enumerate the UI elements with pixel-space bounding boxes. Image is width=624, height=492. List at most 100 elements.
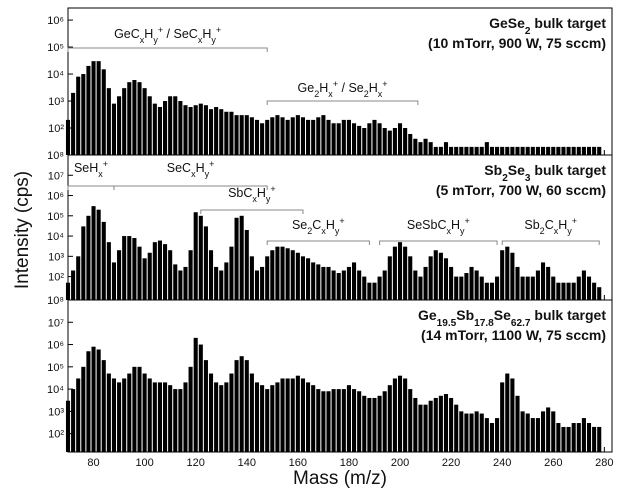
peak — [270, 117, 275, 155]
text-part: H — [451, 218, 460, 232]
peak — [163, 101, 168, 155]
peak — [265, 389, 270, 452]
peak — [362, 395, 367, 452]
bracket — [266, 240, 370, 245]
peak — [474, 270, 479, 300]
peak — [561, 426, 566, 452]
peak — [387, 130, 392, 155]
text-part: SeSbC — [407, 218, 447, 232]
text-part: x — [198, 35, 203, 45]
peak — [81, 226, 86, 300]
text-part: + — [209, 159, 214, 169]
peak — [168, 250, 173, 300]
peak — [469, 146, 474, 155]
x-axis-label: Mass (m/z) — [293, 468, 387, 489]
text-part: / Se — [338, 81, 364, 95]
peak — [275, 115, 280, 155]
peak — [188, 107, 193, 155]
peak — [106, 88, 111, 155]
text-part: x — [191, 169, 196, 179]
annotation: SeSbCxHy+ — [407, 216, 470, 236]
peak — [198, 344, 203, 452]
peak — [382, 128, 387, 155]
peak — [219, 270, 224, 300]
peak — [137, 82, 142, 155]
peak — [147, 96, 152, 155]
peak — [132, 238, 137, 300]
peak — [214, 382, 219, 452]
annotation: SbCxHy+ — [228, 184, 276, 204]
text-part: x — [378, 89, 383, 99]
peak — [234, 217, 239, 300]
peak — [178, 389, 183, 452]
text-part: / SeC — [163, 27, 198, 41]
text-part: x — [140, 35, 145, 45]
annotation: Se2CxHy+ — [292, 216, 345, 236]
peak — [285, 248, 290, 300]
peak — [106, 242, 111, 300]
peak — [260, 266, 265, 300]
text-part: H — [257, 186, 266, 200]
peak — [357, 125, 362, 155]
peak — [239, 215, 244, 300]
text-part: 62.7 — [511, 318, 531, 329]
peak — [352, 389, 357, 452]
text-part: 2 — [525, 26, 531, 37]
peak — [489, 282, 495, 300]
peak — [428, 142, 433, 155]
peak — [193, 337, 198, 452]
peak — [280, 246, 285, 300]
peak — [586, 146, 592, 155]
peak — [86, 215, 91, 300]
text-part: + — [103, 159, 108, 169]
y-tick-label: 10⁴ — [47, 231, 64, 243]
peak — [249, 117, 254, 155]
peak — [581, 418, 586, 452]
peak — [178, 270, 183, 300]
peak — [168, 385, 173, 452]
peak — [525, 276, 530, 300]
text-part: x — [252, 194, 257, 204]
peak — [397, 242, 403, 300]
peak — [418, 276, 423, 300]
x-tick-label: 140 — [238, 457, 256, 469]
peak — [449, 266, 454, 300]
peak — [540, 262, 546, 300]
peak — [229, 111, 234, 155]
peak — [193, 105, 198, 155]
peak — [76, 76, 81, 155]
peak — [423, 266, 428, 300]
text-part: y — [335, 226, 340, 236]
text-part: 17.8 — [474, 318, 494, 329]
y-tick-label: 10² — [48, 123, 64, 135]
peak — [76, 378, 81, 452]
peak — [208, 373, 214, 452]
text-part: Sb — [484, 162, 502, 178]
peak — [551, 411, 556, 452]
peak — [413, 138, 418, 155]
peak — [592, 426, 597, 452]
y-tick-label: 10⁴ — [47, 384, 64, 396]
y-tick-label: 10⁸ — [47, 295, 64, 307]
peak — [540, 146, 546, 155]
peak — [300, 378, 306, 452]
peak — [346, 119, 351, 155]
text-part: + — [339, 216, 344, 226]
text-part: bulk target — [531, 162, 607, 178]
peak — [142, 373, 147, 452]
peak — [443, 258, 449, 300]
peak — [362, 128, 367, 155]
peak — [520, 146, 525, 155]
peak — [270, 250, 275, 300]
y-tick-label: 10³ — [48, 96, 64, 108]
peak — [321, 266, 326, 300]
peak — [515, 146, 520, 155]
peak — [540, 411, 546, 452]
peak — [285, 378, 290, 452]
peak — [464, 413, 469, 452]
peak — [372, 282, 377, 300]
peak — [173, 389, 178, 452]
annotation: Ge2Hx+ / Se2Hx+ — [298, 79, 388, 99]
peak — [316, 117, 321, 155]
